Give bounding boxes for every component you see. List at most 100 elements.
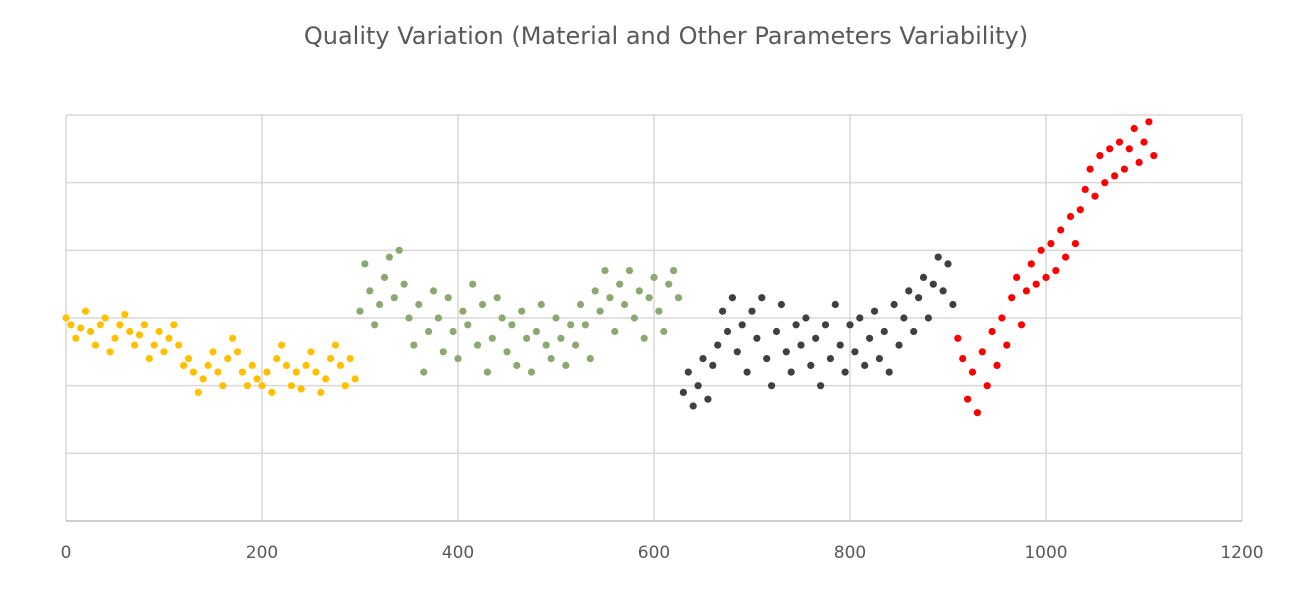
series-1-point-34 (523, 334, 531, 342)
series-1-point-39 (547, 355, 555, 363)
series-1-point-31 (508, 321, 516, 329)
series-1-point-36 (532, 327, 541, 336)
series-1-point-32 (513, 361, 521, 369)
series-3-point-2 (964, 395, 972, 403)
series-1-point-13 (420, 368, 428, 376)
series-1-point-63 (665, 280, 673, 288)
series-1-point-25 (478, 300, 487, 309)
series-0-point-12 (121, 311, 129, 319)
series-3-point-14 (1022, 287, 1030, 295)
series-1-point-2 (366, 287, 374, 295)
series-1-point-21 (459, 307, 467, 315)
series-2-point-34 (846, 321, 854, 329)
series-2-point-48 (915, 294, 923, 302)
series-2-point-1 (684, 368, 692, 376)
series-0-point-8 (101, 314, 109, 322)
series-2-point-46 (905, 287, 913, 295)
series-0-point-42 (268, 388, 276, 396)
series-2-point-19 (772, 327, 781, 336)
series-3-point-0 (954, 334, 962, 342)
series-2-point-32 (836, 341, 844, 349)
series-0-point-32 (219, 382, 227, 390)
series-0-point-11 (116, 321, 124, 329)
series-0-point-27 (194, 388, 202, 396)
chart-title: Quality Variation (Material and Other Pa… (303, 22, 1029, 50)
series-1-point-41 (557, 334, 565, 342)
series-2-point-12 (738, 321, 746, 329)
series-1-point-33 (518, 307, 526, 315)
series-1-point-37 (537, 300, 545, 309)
series-0-point-41 (263, 368, 271, 376)
series-0-point-40 (258, 382, 266, 390)
series-2-point-21 (782, 348, 790, 356)
series-3-point-27 (1086, 165, 1094, 173)
series-1-point-24 (474, 341, 482, 349)
series-0-point-52 (317, 388, 325, 396)
series-0-point-54 (327, 355, 335, 363)
series-2-point-9 (723, 327, 732, 336)
points-layer (62, 118, 1158, 417)
series-3-point-6 (983, 382, 991, 390)
x-tick-label-6: 1200 (1220, 543, 1263, 563)
x-tick-label-2: 400 (442, 543, 474, 563)
series-1-point-57 (635, 287, 643, 295)
series-0-point-1 (67, 321, 75, 329)
series-2-point-18 (768, 382, 776, 390)
series-0-point-34 (229, 334, 237, 342)
series-0-point-22 (170, 321, 178, 329)
series-1-point-55 (625, 267, 634, 275)
series-1-point-15 (429, 287, 438, 295)
series-0-point-14 (131, 341, 139, 349)
series-3-point-17 (1037, 246, 1045, 254)
series-3-point-5 (978, 348, 986, 356)
series-3-point-40 (1150, 152, 1158, 160)
series-3-point-12 (1013, 273, 1021, 281)
series-2-point-52 (934, 253, 942, 261)
series-0-point-0 (62, 314, 70, 322)
series-1-point-47 (586, 355, 594, 363)
series-0-point-25 (184, 355, 193, 363)
series-1-point-61 (655, 307, 663, 315)
series-0-point-23 (175, 341, 183, 349)
series-2-point-37 (861, 361, 869, 369)
series-2-point-28 (817, 382, 825, 390)
series-2-point-7 (714, 341, 722, 349)
series-3-point-19 (1047, 240, 1055, 248)
series-2-point-51 (929, 280, 937, 288)
series-0-point-17 (145, 355, 153, 363)
series-1-point-14 (425, 327, 433, 336)
series-1-point-52 (611, 327, 619, 336)
series-2-point-31 (831, 300, 839, 309)
series-0-point-47 (292, 368, 300, 376)
series-0-point-43 (273, 355, 281, 363)
series-0-point-26 (189, 368, 197, 376)
series-2-point-36 (856, 314, 864, 322)
series-3-point-24 (1071, 240, 1079, 248)
series-1-point-42 (562, 361, 570, 369)
series-0-point-37 (243, 382, 251, 390)
series-3-point-18 (1042, 273, 1050, 281)
series-3-point-4 (973, 409, 982, 417)
series-1-point-8 (395, 246, 403, 254)
series-1-point-40 (552, 314, 560, 322)
series-2-point-30 (826, 355, 835, 363)
series-0-point-46 (287, 382, 295, 390)
series-2-point-26 (807, 361, 815, 369)
series-0-point-36 (238, 368, 246, 376)
series-2-point-53 (939, 287, 947, 295)
series-0-point-6 (91, 341, 99, 349)
series-2-point-14 (748, 307, 756, 315)
series-0-point-59 (351, 375, 359, 383)
series-2-point-41 (880, 327, 888, 336)
series-1-point-49 (596, 307, 604, 315)
label-layer: 0 200 400 600 800 1000 1200 (61, 543, 1264, 563)
grid-layer (65, 114, 1243, 521)
series-3-point-32 (1111, 172, 1119, 180)
series-2-point-10 (728, 294, 737, 302)
series-0-point-15 (135, 331, 144, 339)
series-1-point-28 (493, 294, 501, 302)
series-2-point-13 (743, 368, 751, 376)
series-1-point-20 (454, 355, 462, 363)
series-3-point-29 (1096, 152, 1104, 160)
